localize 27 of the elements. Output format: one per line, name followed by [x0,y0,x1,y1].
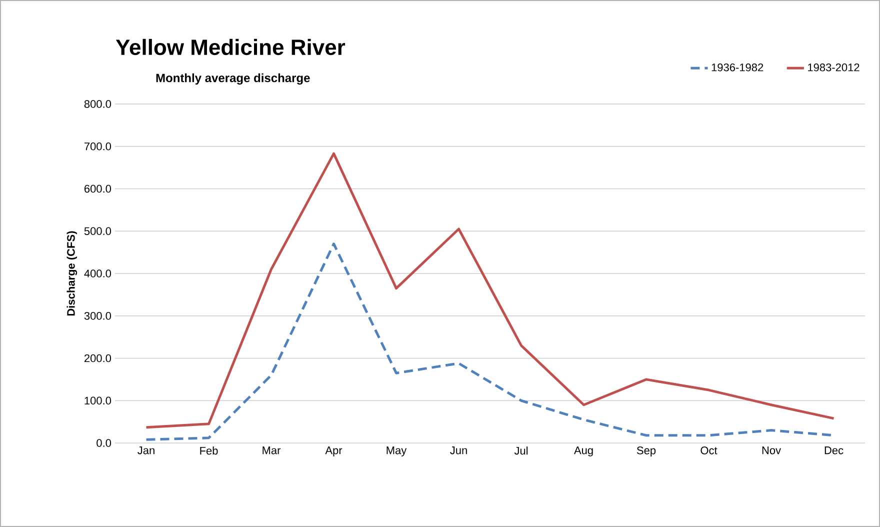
chart-subtitle: Monthly average discharge [156,73,310,85]
y-tick-label: 600.0 [84,184,112,193]
legend-label: 1936-1982 [712,64,764,72]
x-tick-label: Mar [262,446,281,454]
x-tick-label: Sep [636,446,656,456]
x-tick-label: May [386,446,407,456]
x-tick-label: Jan [138,446,154,454]
x-tick-label: Dec [824,446,844,454]
y-tick-label: 200.0 [84,354,112,362]
x-tick-label: Aug [574,446,593,456]
legend-label: 1983-2012 [808,64,860,72]
x-tick-label: Oct [700,446,718,454]
y-tick-label: 700.0 [84,142,112,150]
y-tick-label: 400.0 [84,270,112,278]
x-tick-label: Feb [200,446,218,455]
y-tick-label: 800.0 [84,100,112,108]
y-tick-label: 100.0 [84,396,112,405]
y-axis-title: Discharge (CFS) [66,231,78,316]
chart-title: Yellow Medicine River [116,38,346,56]
x-tick-label: Jul [514,446,528,455]
line-series [145,152,836,429]
x-tick-label: Apr [325,446,342,456]
y-tick-label: 500.0 [84,227,112,236]
x-tick-label: Jun [450,446,467,454]
x-tick-label: Nov [762,446,781,454]
y-tick-label: 0.0 [96,439,112,447]
y-tick-label: 300.0 [84,312,112,320]
